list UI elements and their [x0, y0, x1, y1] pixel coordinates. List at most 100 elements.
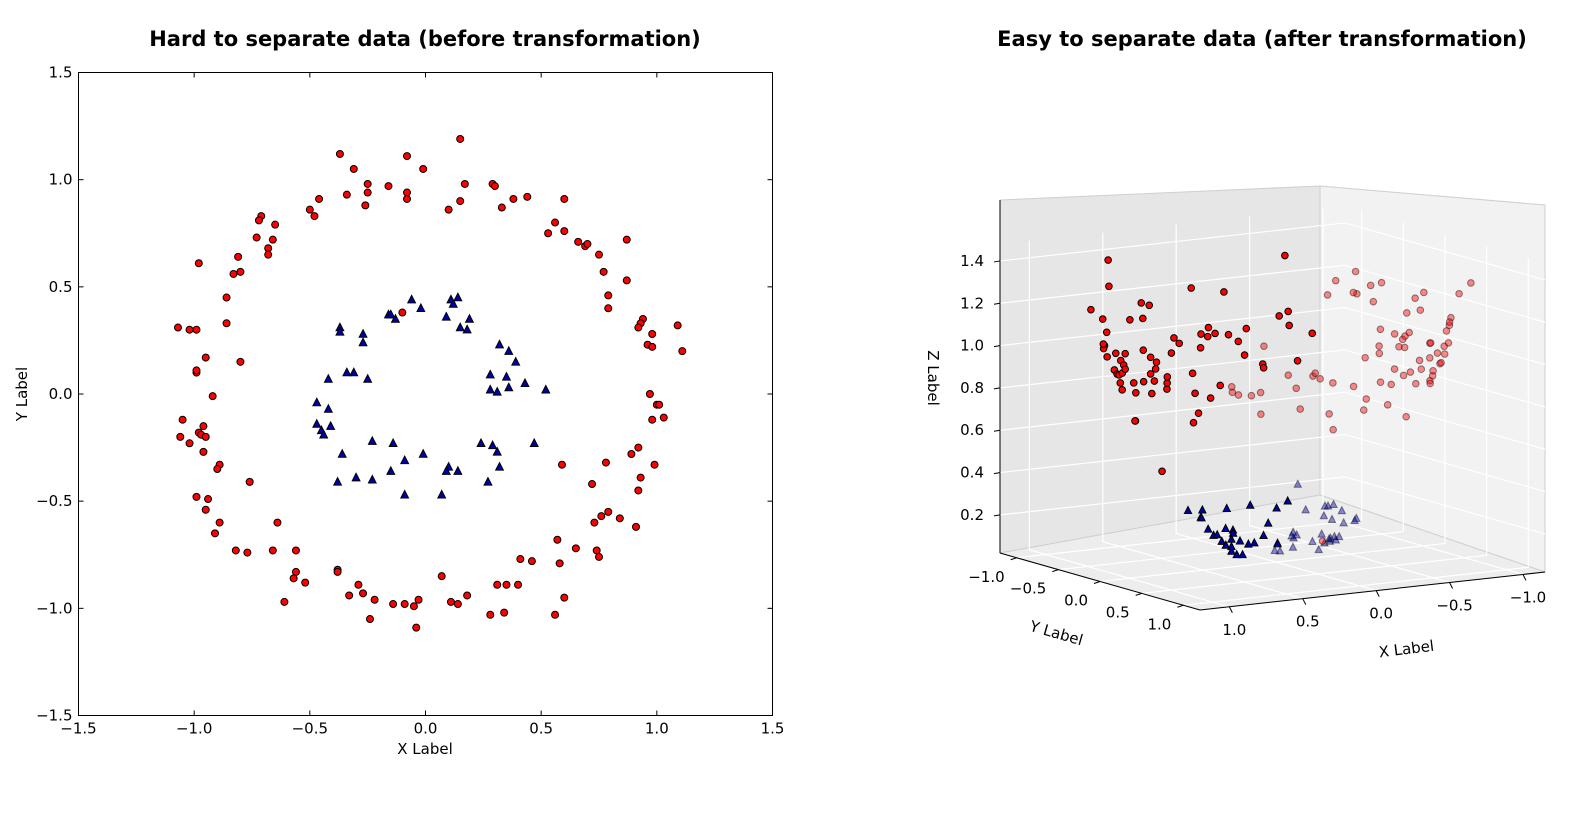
data-point-circle — [245, 477, 254, 486]
data-point-circle — [1098, 315, 1107, 323]
data-point-triangle — [1339, 517, 1349, 527]
data-point-triangle — [1270, 545, 1280, 554]
data-point-circle — [456, 134, 465, 143]
data-point-circle — [1308, 329, 1317, 338]
data-point-circle — [1175, 339, 1183, 348]
x-tick-mark — [1302, 598, 1307, 605]
data-point-circle — [1399, 371, 1408, 380]
data-point-circle — [1099, 340, 1108, 348]
data-point-circle — [551, 218, 560, 227]
data-point-circle — [1256, 388, 1265, 397]
data-point-circle — [648, 329, 657, 338]
data-point-circle — [493, 580, 502, 589]
y-tick-label: −0.5 — [36, 492, 72, 510]
y-gridline — [1141, 246, 1488, 594]
data-point-triangle — [485, 384, 495, 394]
data-point-circle — [1285, 321, 1294, 330]
data-point-circle — [1139, 346, 1148, 354]
data-point-circle — [500, 608, 509, 617]
data-point-circle — [490, 182, 499, 191]
data-point-circle — [1129, 379, 1138, 387]
data-point-circle — [1362, 395, 1371, 403]
data-point-triangle — [453, 465, 463, 475]
data-point-circle — [588, 480, 597, 489]
data-point-circle — [1139, 314, 1147, 323]
data-point-circle — [634, 486, 643, 495]
data-point-circle — [1228, 388, 1237, 397]
x-gridline — [1175, 224, 1377, 592]
data-point-circle — [236, 267, 245, 276]
data-point-triangle — [1275, 545, 1285, 555]
data-point-circle — [289, 574, 298, 583]
data-point-triangle — [1326, 533, 1335, 542]
data-point-triangle — [494, 461, 505, 471]
data-point-circle — [1442, 327, 1451, 335]
data-point-circle — [560, 194, 569, 203]
data-point-circle — [1390, 365, 1399, 373]
data-point-circle — [615, 514, 624, 523]
data-point-circle — [185, 325, 194, 334]
data-point-circle — [1151, 365, 1160, 373]
data-point-circle — [1163, 379, 1171, 387]
x-tick-label: −1.0 — [1510, 588, 1546, 606]
data-point-circle — [398, 308, 407, 317]
y-tick-label: 0.5 — [1106, 603, 1130, 621]
data-point-circle — [1194, 409, 1203, 417]
data-point-circle — [1401, 332, 1409, 340]
data-point-triangle — [1320, 500, 1330, 510]
data-point-triangle — [1288, 527, 1298, 536]
data-point-triangle — [487, 440, 498, 450]
data-point-circle — [365, 615, 374, 624]
data-point-circle — [1121, 365, 1129, 373]
data-point-triangle — [1293, 479, 1303, 488]
data-point-circle — [650, 460, 659, 469]
data-point-triangle — [437, 489, 447, 499]
data-point-circle — [1429, 367, 1437, 375]
data-point-triangle — [418, 448, 428, 458]
data-point-triangle — [455, 322, 465, 332]
data-point-circle — [1323, 291, 1332, 299]
x-tick-label: 0.0 — [414, 720, 438, 738]
data-point-circle — [514, 580, 523, 589]
data-point-circle — [1406, 368, 1415, 376]
data-point-circle — [1329, 379, 1337, 387]
data-point-triangle — [367, 474, 377, 484]
data-point-circle — [345, 591, 354, 600]
x-tick-label: 0.5 — [1296, 613, 1320, 631]
data-point-triangle — [337, 448, 347, 458]
data-point-triangle — [504, 345, 514, 355]
data-point-triangle — [448, 298, 458, 308]
data-point-circle — [363, 188, 372, 197]
data-point-circle — [648, 342, 657, 351]
data-point-triangle — [520, 377, 530, 388]
data-point-circle — [252, 233, 261, 242]
data-point-circle — [301, 578, 310, 587]
data-point-circle — [1116, 379, 1125, 387]
data-point-circle — [1284, 371, 1293, 379]
data-point-circle — [419, 164, 428, 173]
data-point-circle — [1375, 342, 1383, 350]
chart-3d-title: Easy to separate data (after transformat… — [997, 27, 1527, 51]
data-point-circle — [456, 197, 465, 206]
chart-2d-x-axis-label: X Label — [397, 740, 453, 758]
data-point-circle — [1242, 324, 1251, 333]
data-point-circle — [1293, 356, 1302, 365]
data-point-triangle — [1235, 535, 1245, 545]
data-point-circle — [460, 179, 469, 188]
x-gridline — [1322, 208, 1524, 576]
data-point-triangle — [1273, 538, 1282, 547]
data-point-triangle — [325, 420, 336, 430]
data-point-circle — [604, 304, 613, 313]
data-point-circle — [1132, 388, 1140, 397]
data-point-circle — [560, 227, 569, 236]
data-point-circle — [553, 535, 562, 544]
x-tick-label: 0.0 — [1369, 605, 1393, 623]
data-point-circle — [1420, 288, 1428, 297]
data-point-circle — [544, 229, 553, 238]
data-point-triangle — [1288, 542, 1298, 551]
data-point-triangle — [323, 373, 334, 383]
data-point-triangle — [399, 489, 410, 499]
chart-3d-z-axis-label: Z Label — [924, 350, 942, 406]
data-point-circle — [1331, 276, 1340, 285]
data-point-triangle — [1249, 537, 1259, 547]
